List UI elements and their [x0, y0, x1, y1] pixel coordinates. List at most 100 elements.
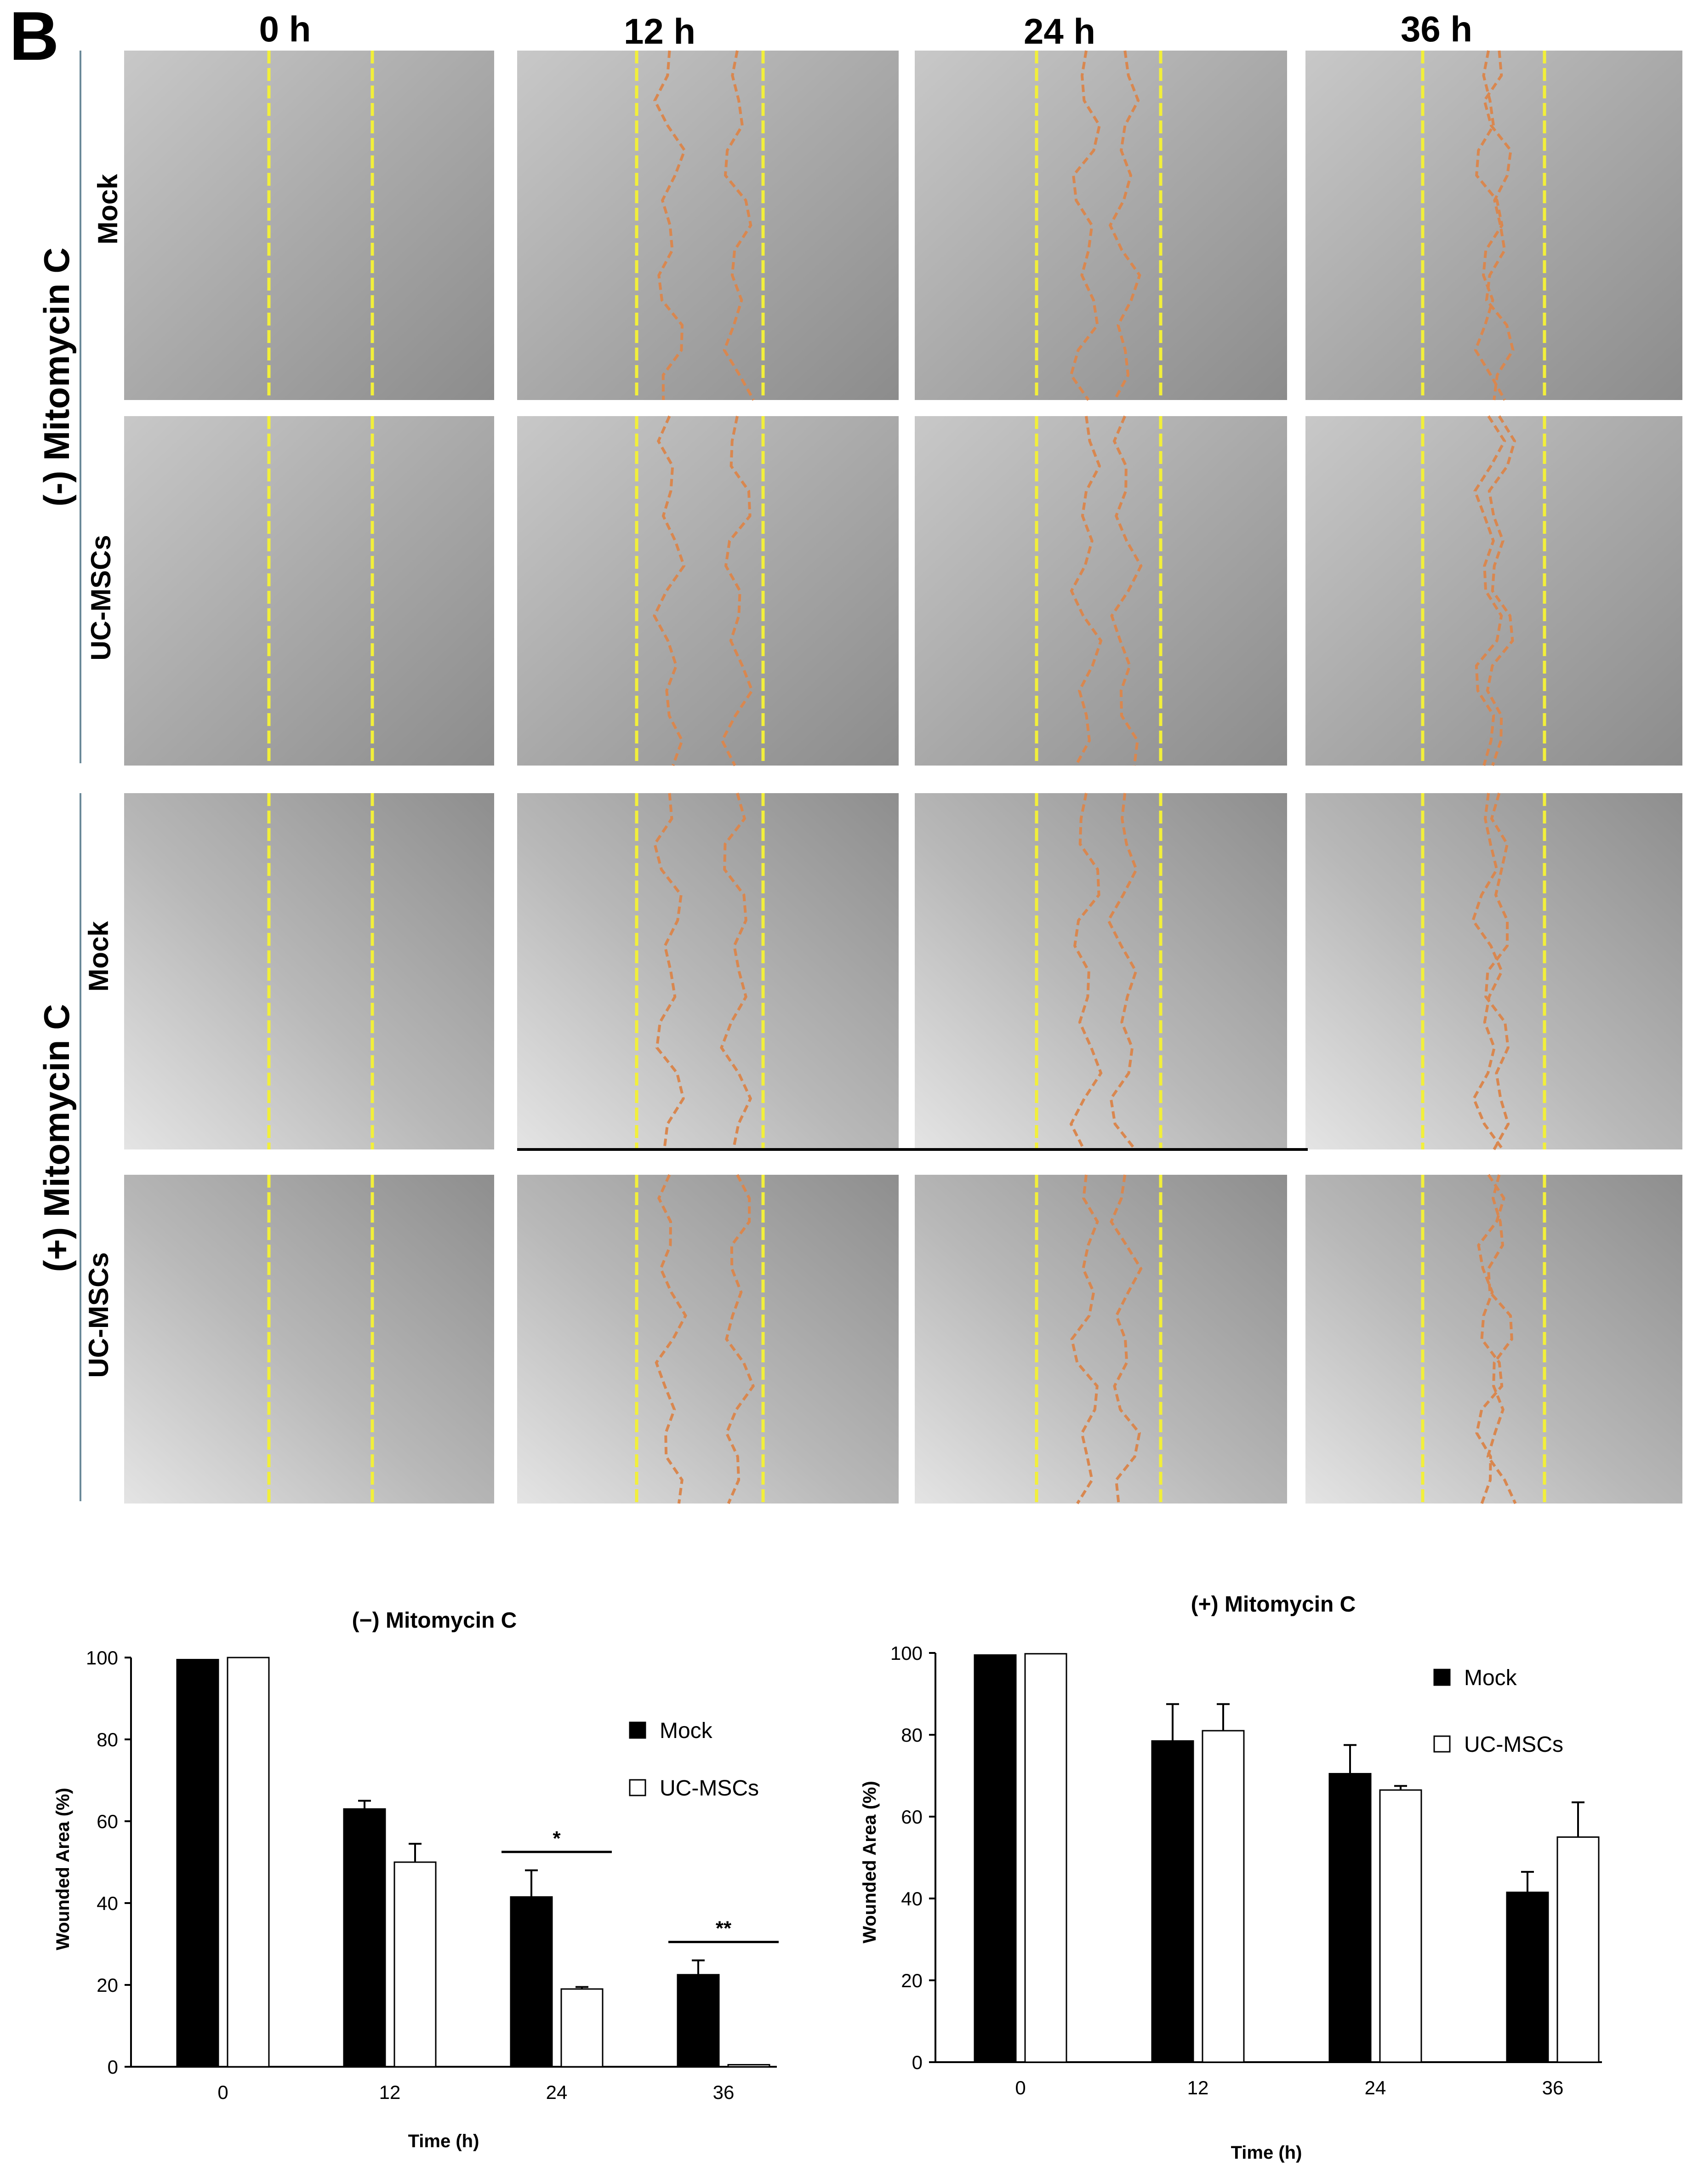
migration-front-right — [720, 793, 752, 1150]
legend-swatch-mock — [1433, 1669, 1451, 1686]
row-label-ucmsc-plus: UC-MSCs — [83, 1252, 114, 1378]
y-tick-label: 20 — [901, 1970, 923, 1991]
significance-label: * — [553, 1827, 561, 1850]
migration-front-right — [725, 1174, 755, 1504]
micrograph-tile — [1305, 1174, 1682, 1504]
micrograph-image — [915, 51, 1287, 400]
chart-plus-mitomycin: (+) Mitomycin C Wounded Area (%) Time (h… — [860, 1592, 1602, 2163]
micrograph-image — [124, 51, 494, 400]
bar-ucmsc — [1202, 1730, 1245, 2063]
y-tick-label: 80 — [97, 1729, 118, 1750]
migration-front-right — [1110, 1174, 1143, 1504]
micrograph-tile — [915, 415, 1287, 766]
bar-mock — [677, 1974, 720, 2068]
timepoint-label-36h: 36 h — [1401, 9, 1472, 49]
migration-front-left — [653, 415, 686, 766]
legend-label-ucmsc: UC-MSCs — [660, 1776, 759, 1801]
bar-mock — [1506, 1892, 1549, 2063]
micrograph-image — [517, 1175, 899, 1504]
migration-front-right — [1110, 415, 1143, 766]
x-axis-title: Time (h) — [408, 2131, 479, 2151]
bar-mock — [176, 1658, 219, 2068]
micrograph-tile — [124, 1175, 494, 1504]
legend-swatch-mock — [629, 1721, 646, 1739]
bar-ucmsc — [1379, 1789, 1422, 2063]
micrograph-grid — [124, 50, 1682, 1504]
micrograph-image — [517, 416, 899, 766]
migration-front-left — [1474, 50, 1506, 401]
micrograph-tile — [915, 793, 1287, 1150]
micrograph-image — [915, 1175, 1287, 1504]
micrograph-image — [1305, 793, 1682, 1149]
migration-front-right — [1108, 50, 1141, 401]
migration-front-right — [1484, 793, 1510, 1150]
migration-front-right — [1486, 415, 1516, 766]
micrograph-image — [517, 793, 899, 1149]
migration-front-left — [653, 50, 686, 400]
micrograph-image — [915, 416, 1287, 766]
x-tick-label: 24 — [1365, 2077, 1386, 2098]
micrograph-image — [124, 793, 494, 1149]
y-tick-label: 40 — [97, 1892, 118, 1914]
migration-front-right — [1486, 1174, 1517, 1504]
micrograph-tile — [517, 1174, 899, 1504]
migration-front-right — [720, 416, 754, 766]
micrograph-tile — [124, 51, 494, 400]
y-axis-title: Wounded Area (%) — [860, 1781, 880, 1943]
chart-title: (+) Mitomycin C — [1191, 1592, 1356, 1617]
migration-front-left — [653, 793, 685, 1150]
legend-swatch-ucmsc — [629, 1779, 646, 1796]
micrograph-tile — [915, 50, 1287, 401]
migration-front-left — [1070, 416, 1103, 766]
condition-label-plus-mitomycin: (+) Mitomycin C — [36, 1004, 77, 1272]
micrograph-image — [1305, 51, 1682, 400]
y-tick-label: 60 — [97, 1811, 118, 1832]
y-tick-label: 40 — [901, 1888, 923, 1910]
micrograph-image — [1305, 1175, 1682, 1504]
bar-mock — [1328, 1773, 1372, 2063]
row-label-mock-plus: Mock — [83, 921, 114, 992]
micrograph-image — [124, 1175, 494, 1504]
micrograph-tile — [1305, 50, 1682, 401]
x-tick-label: 12 — [379, 2081, 401, 2103]
legend-label-ucmsc: UC-MSCs — [1464, 1732, 1563, 1757]
timepoint-label-0h: 0 h — [259, 9, 311, 49]
migration-front-left — [1473, 415, 1506, 766]
bar-ucmsc — [560, 1988, 604, 2068]
x-tick-label: 24 — [546, 2081, 568, 2103]
migration-front-right — [1483, 50, 1515, 400]
x-tick-label: 36 — [1542, 2077, 1564, 2098]
micrograph-tile — [1305, 793, 1682, 1150]
x-tick-label: 12 — [1187, 2077, 1209, 2098]
chart-minus-mitomycin: (−) Mitomycin C Wounded Area (%) Time (h… — [53, 1608, 779, 2151]
migration-front-left — [655, 1174, 687, 1504]
micrograph-tile — [1305, 415, 1682, 766]
micrograph-tile — [915, 1174, 1287, 1504]
x-tick-label: 0 — [217, 2081, 228, 2103]
micrograph-tile — [517, 793, 899, 1150]
micrograph-image — [517, 51, 899, 400]
bar-mock — [974, 1654, 1017, 2063]
y-tick-label: 0 — [912, 2052, 923, 2073]
bar-ucmsc — [1024, 1653, 1067, 2063]
bar-ucmsc — [727, 2064, 770, 2068]
y-tick-label: 100 — [890, 1642, 923, 1664]
bar-mock — [1151, 1740, 1194, 2063]
x-axis-title: Time (h) — [1231, 2143, 1302, 2163]
migration-front-left — [1069, 793, 1103, 1150]
micrograph-tile — [124, 416, 494, 766]
row-label-mock-minus: Mock — [92, 174, 123, 245]
significance-label: ** — [716, 1917, 732, 1940]
micrograph-tile — [517, 415, 899, 766]
y-tick-label: 60 — [901, 1806, 923, 1828]
x-tick-label: 36 — [713, 2081, 735, 2103]
micrograph-image — [915, 793, 1287, 1149]
migration-front-left — [1475, 1174, 1505, 1504]
chart-title: (−) Mitomycin C — [352, 1608, 517, 1633]
y-tick-label: 20 — [97, 1974, 118, 1996]
micrograph-tile — [517, 50, 899, 401]
micrograph-tile — [124, 793, 494, 1149]
panel-letter: B — [9, 0, 59, 74]
bar-ucmsc — [1556, 1836, 1600, 2063]
